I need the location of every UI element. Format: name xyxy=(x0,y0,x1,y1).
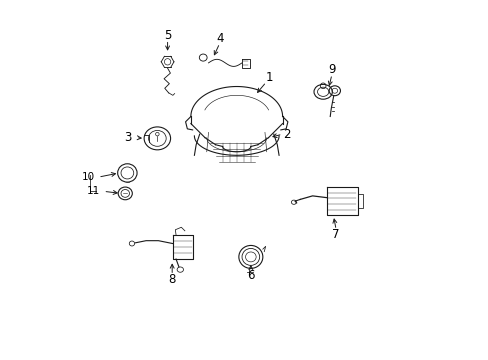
Text: 5: 5 xyxy=(163,29,171,42)
Text: 10: 10 xyxy=(82,172,95,182)
Text: 9: 9 xyxy=(327,63,335,76)
Text: 2: 2 xyxy=(283,128,290,141)
Text: 4: 4 xyxy=(216,32,223,45)
Text: 7: 7 xyxy=(332,228,339,241)
Text: 11: 11 xyxy=(87,186,100,196)
Text: 3: 3 xyxy=(124,131,131,144)
Text: 1: 1 xyxy=(265,71,272,84)
Text: 6: 6 xyxy=(246,270,254,283)
Text: 8: 8 xyxy=(168,273,176,286)
